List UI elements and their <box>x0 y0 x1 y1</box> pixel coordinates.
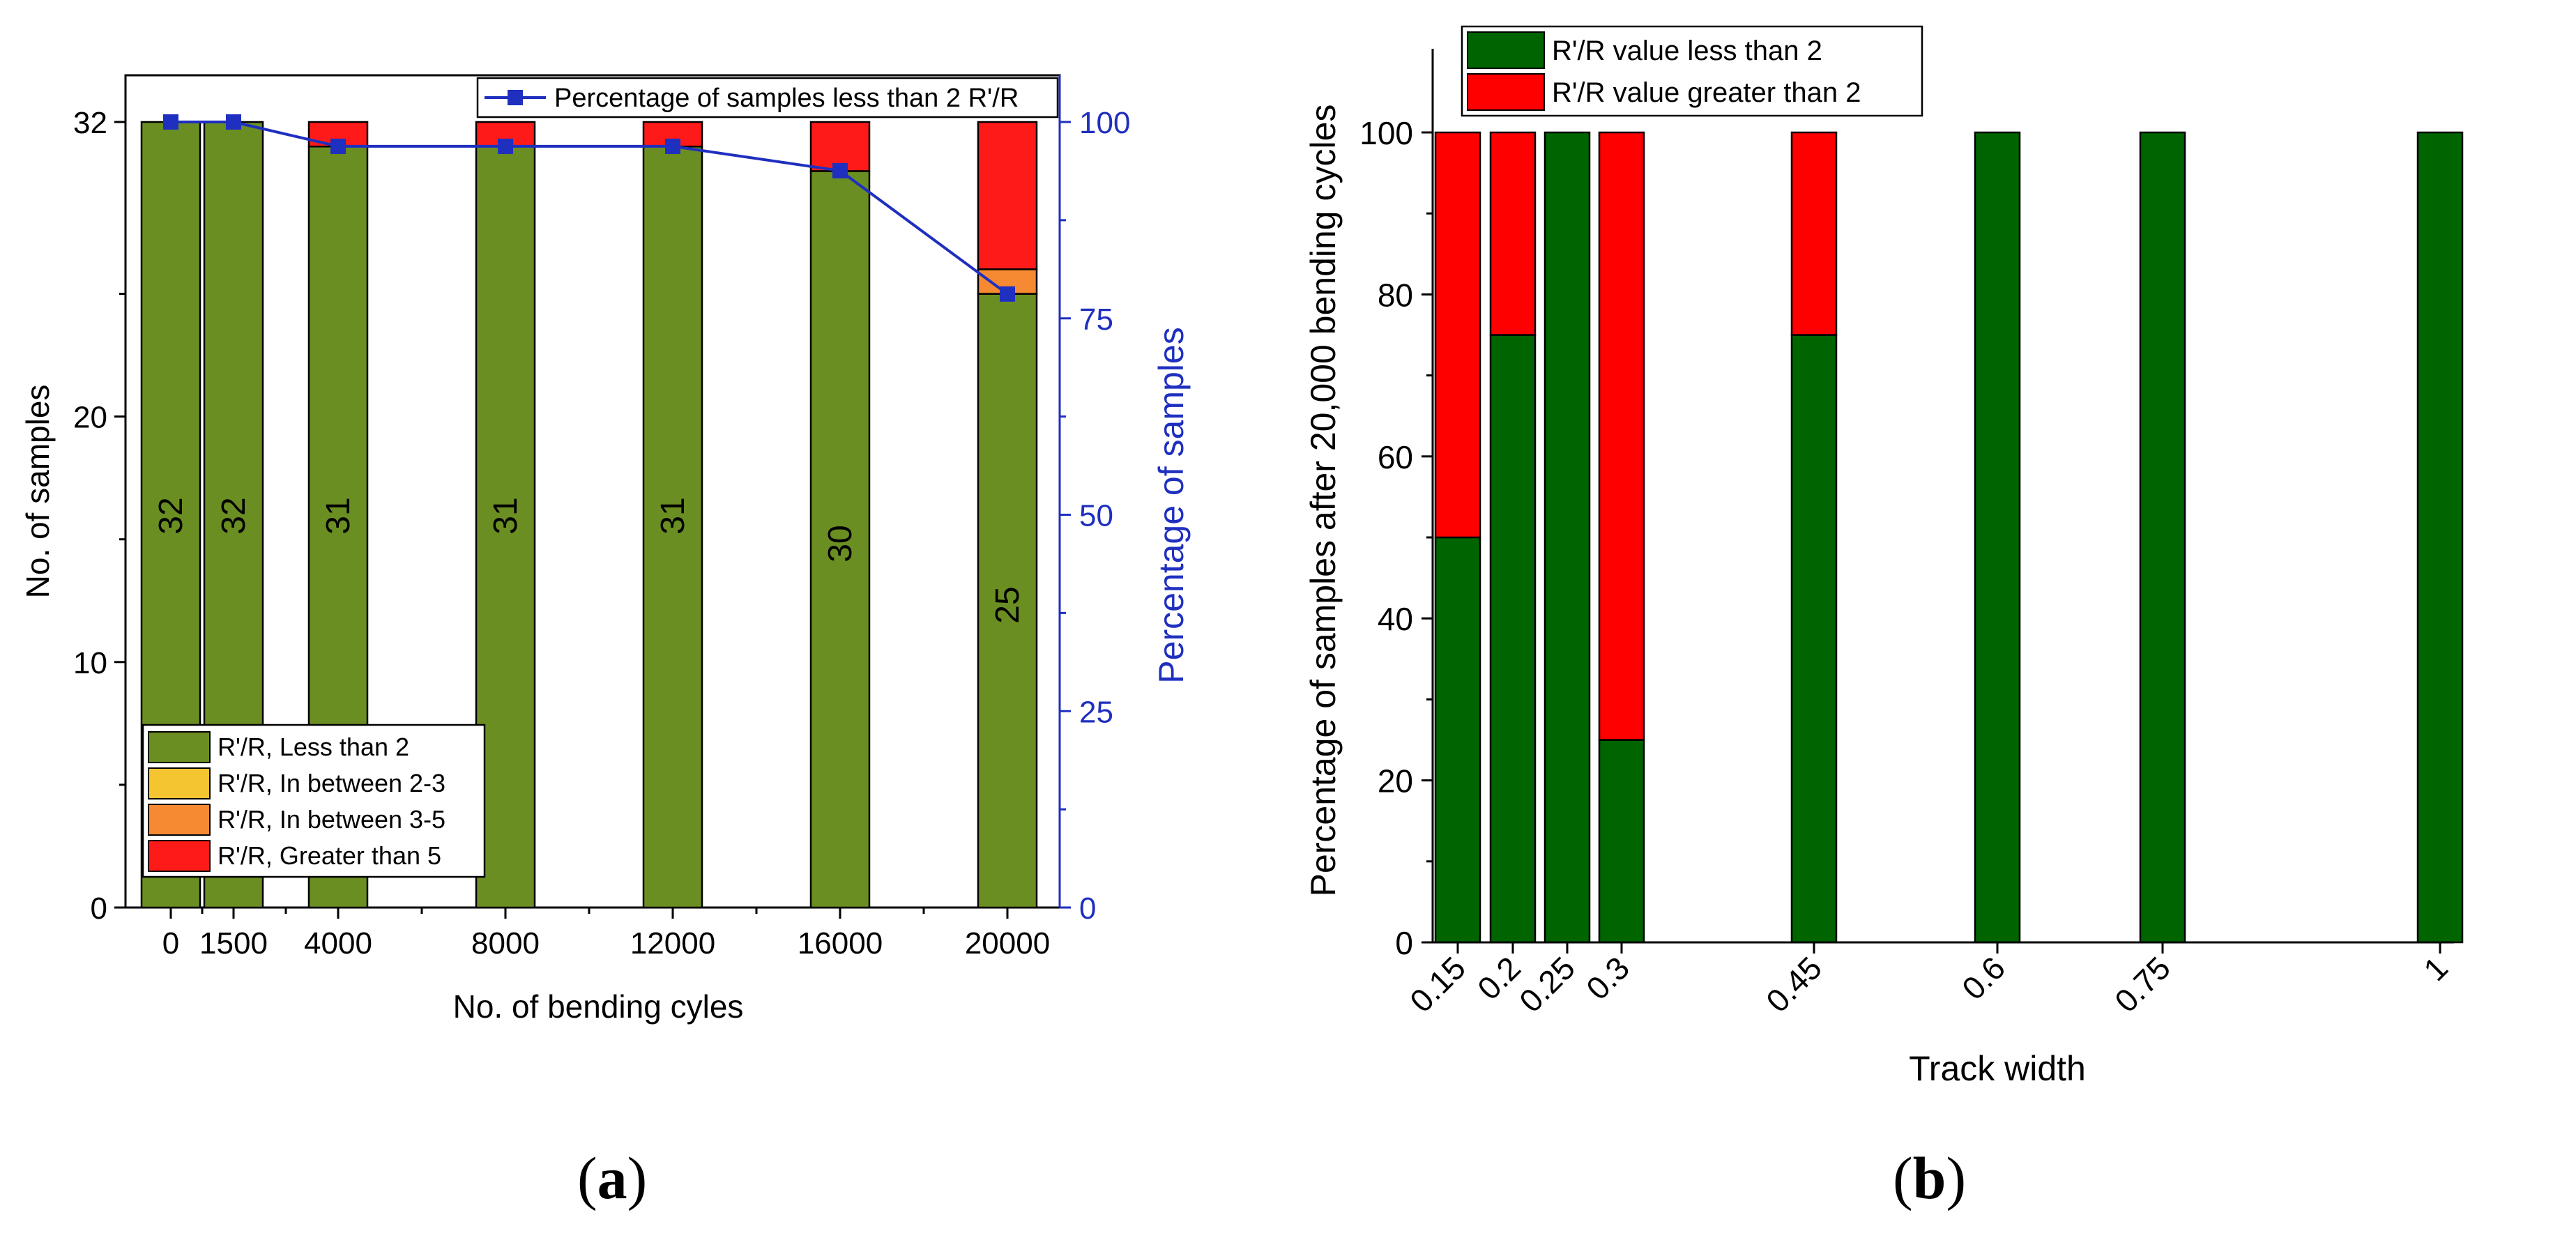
y-tick-label: 20 <box>73 401 107 435</box>
y-tick-label: 0 <box>1395 925 1413 961</box>
bar-segment <box>2139 131 2186 944</box>
line-legend-box <box>476 77 1059 118</box>
bar-value-label: 30 <box>822 525 859 562</box>
panel-a-left-axis: 0 10 20 32 <box>73 106 125 926</box>
x-tick-label: 0.75 <box>2108 949 2177 1019</box>
bar-segment <box>977 293 1038 909</box>
panel-b-legend: R'/R value less than 2 R'/R value greater… <box>1461 25 1923 117</box>
bar-value-label: 32 <box>153 497 190 534</box>
y2-tick-label: 75 <box>1079 303 1113 337</box>
x-tick-label: 1 <box>2416 949 2455 988</box>
panel-a-y2-axis-title: Percentage of samples <box>1152 327 1191 683</box>
bar-segment <box>1434 536 1481 944</box>
legend-swatch <box>1467 73 1545 111</box>
legend-swatch <box>148 767 211 799</box>
panel-b-y-axis-title: Percentage of samples after 20,000 bendi… <box>1304 105 1343 897</box>
legend-label: R'/R value less than 2 <box>1552 36 1822 66</box>
percentage-point <box>1000 286 1015 302</box>
panel-b-bars <box>1434 131 2464 944</box>
bar-segment <box>1598 131 1645 741</box>
bar-value-label: 25 <box>989 586 1026 623</box>
y-tick-label: 10 <box>73 646 107 680</box>
x-tick-label: 0.45 <box>1759 949 1829 1019</box>
bar-segment <box>1598 739 1645 944</box>
legend-swatch <box>148 804 211 836</box>
x-tick-label: 0.6 <box>1955 949 2012 1006</box>
percentage-point <box>665 138 680 154</box>
panel-a-line-legend: Percentage of samples less than 2 R'/R <box>476 77 1059 118</box>
panel-a-y-axis-title: No. of samples <box>20 385 56 599</box>
percentage-point <box>163 114 178 130</box>
panel-b-x-axis-title: Track width <box>1909 1049 2086 1088</box>
legend-label: R'/R value greater than 2 <box>1552 77 1861 108</box>
x-tick-label: 0.25 <box>1512 949 1582 1019</box>
panel-a-percentage-line <box>163 114 1015 302</box>
legend-label: R'/R, Less than 2 <box>218 733 409 761</box>
panel-a-x-axis-title: No. of bending cyles <box>453 988 744 1025</box>
panel-a-right-axis: 0 25 50 75 100 <box>1058 75 1130 926</box>
legend-label: R'/R, In between 2-3 <box>218 769 445 797</box>
panel-b-y-axis: 0 20 40 60 80 100 <box>1359 49 1434 961</box>
bar-segment <box>977 121 1038 270</box>
panel-a-bar-labels: 32 32 31 31 31 30 25 <box>153 497 1026 623</box>
bar-segment <box>642 145 703 909</box>
y-tick-label: 100 <box>1359 115 1413 151</box>
legend-swatch <box>148 840 211 872</box>
bar-value-label: 31 <box>655 497 692 534</box>
bar-segment <box>1434 131 1481 539</box>
x-tick-label: 0 <box>162 926 179 960</box>
y-tick-label: 32 <box>73 106 107 140</box>
y-tick-label: 0 <box>91 891 107 926</box>
panel-a-chart: 32 32 31 31 31 30 25 0 10 20 32 0 25 50 75 100 0 1500 4… <box>20 74 1191 1025</box>
line-legend-label: Percentage of samples less than 2 R'/R <box>554 84 1019 113</box>
x-tick-label: 0.3 <box>1579 949 1636 1006</box>
x-tick-label: 8000 <box>471 926 540 960</box>
x-tick-label: 4000 <box>304 926 372 960</box>
y-tick-label: 80 <box>1378 277 1413 313</box>
bar-segment <box>1790 131 1838 336</box>
panel-a-x-axis: 0 1500 4000 8000 12000 16000 20000 <box>162 908 1050 960</box>
panel-a-legend: R'/R, Less than 2 R'/R, In between 2-3 R'/… <box>142 724 486 878</box>
y2-tick-label: 100 <box>1079 106 1130 140</box>
bar-segment <box>1790 334 1838 944</box>
bar-value-label: 32 <box>215 497 252 534</box>
y2-tick-label: 25 <box>1079 695 1113 729</box>
legend-label: R'/R, Greater than 5 <box>218 841 441 870</box>
x-tick-label: 0.15 <box>1403 949 1472 1019</box>
y2-tick-label: 50 <box>1079 499 1113 533</box>
x-tick-label: 12000 <box>630 926 715 960</box>
bar-segment <box>1489 334 1537 944</box>
bar-segment <box>1489 131 1537 336</box>
y-tick-label: 20 <box>1378 763 1413 799</box>
legend-swatch <box>1467 31 1545 69</box>
panel-b-caption: (b) <box>1893 1145 1967 1211</box>
bar-segment <box>2416 131 2464 944</box>
y-tick-label: 40 <box>1378 601 1413 637</box>
y2-tick-label: 0 <box>1079 891 1096 926</box>
y-tick-label: 60 <box>1378 439 1413 475</box>
panel-b-x-axis: 0.150.20.250.3 0.45 0.6 0.75 1 <box>1403 941 2455 1019</box>
bar-segment <box>809 170 871 909</box>
bar-segment <box>1544 131 1591 944</box>
legend-swatch <box>148 731 211 763</box>
percentage-point <box>832 162 848 178</box>
percentage-point <box>226 114 241 130</box>
x-tick-label: 1500 <box>199 926 268 960</box>
x-tick-label: 20000 <box>965 926 1050 960</box>
line-legend-marker <box>508 90 523 105</box>
bar-value-label: 31 <box>487 497 524 534</box>
legend-label: R'/R, In between 3-5 <box>218 805 445 834</box>
percentage-point <box>498 138 513 154</box>
panel-a-caption: (a) <box>577 1145 648 1211</box>
percentage-line-path <box>171 121 1009 296</box>
bar-segment <box>1974 131 2021 944</box>
bar-value-label: 31 <box>320 497 357 534</box>
x-tick-label: 16000 <box>798 926 883 960</box>
percentage-point <box>330 138 346 154</box>
